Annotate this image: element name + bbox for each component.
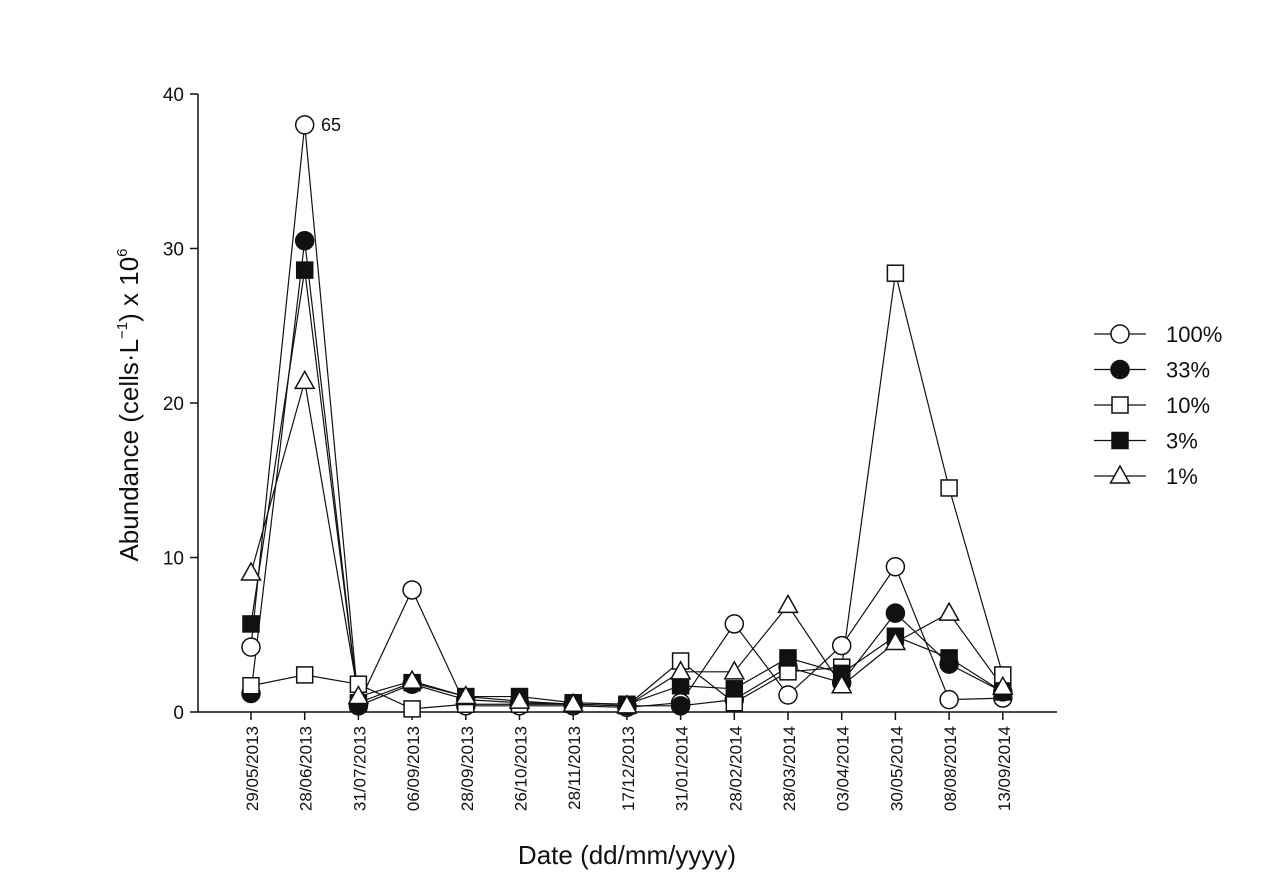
data-point <box>831 635 852 656</box>
series-line <box>250 381 1004 707</box>
legend-marker <box>1109 464 1131 484</box>
data-point <box>294 115 315 135</box>
legend-marker <box>1110 359 1130 380</box>
data-point <box>938 601 960 621</box>
y-tick-label: 10 <box>163 549 184 570</box>
data-point <box>779 649 797 667</box>
y-axis-label-mid: ) x 10 <box>114 257 144 322</box>
data-point <box>725 680 744 698</box>
legend-item: 33% <box>1094 358 1210 383</box>
data-point <box>940 479 958 497</box>
x-tick-label: 31/01/2014 <box>673 726 692 811</box>
data-point <box>992 675 1014 696</box>
series-markers-0 <box>241 115 1013 718</box>
data-point <box>295 261 314 279</box>
x-tick-label: 08/08/2014 <box>941 726 960 811</box>
data-point <box>241 637 261 657</box>
annotation-65: 65 <box>321 115 341 135</box>
data-point <box>724 614 745 634</box>
data-point <box>884 630 907 651</box>
y-tick-label: 30 <box>163 240 184 261</box>
legend-marker <box>1110 324 1130 344</box>
legend-item: 100% <box>1094 322 1222 347</box>
y-axis-label-exp2: 6 <box>114 248 131 256</box>
data-point <box>777 593 799 614</box>
series-markers-2 <box>242 264 1012 718</box>
data-point <box>939 689 959 710</box>
legend-label: 10% <box>1166 393 1210 418</box>
data-point <box>671 676 690 695</box>
data-point <box>669 660 692 680</box>
legend-label: 100% <box>1166 322 1222 347</box>
data-point <box>295 666 314 684</box>
data-point <box>240 561 262 581</box>
data-point <box>562 692 584 713</box>
data-point <box>402 580 422 600</box>
series-markers-4 <box>240 369 1014 714</box>
data-point <box>885 603 906 623</box>
y-axis-label-exp1: −1 <box>114 322 131 339</box>
x-tick-label: 03/04/2014 <box>834 726 853 811</box>
legend: 100% 33% 10% 3% 1% <box>1094 322 1222 489</box>
data-point <box>401 669 423 689</box>
legend-label: 33% <box>1166 358 1210 383</box>
data-point <box>403 700 421 718</box>
data-point <box>508 689 531 709</box>
data-point <box>885 557 906 577</box>
x-tick-label: 26/10/2013 <box>512 726 531 811</box>
y-axis-label: Abundance (cells·L−1) x 106 <box>114 248 144 561</box>
data-point <box>242 676 260 695</box>
axes: 0 10 20 30 40 29/05/2013 28/06/2013 31/07/2013 0… <box>163 85 1057 811</box>
data-point <box>830 674 853 694</box>
data-point <box>242 615 260 633</box>
x-axis-label: Date (dd/mm/yyyy) <box>518 840 736 870</box>
series-4 <box>250 381 1004 707</box>
legend-item: 1% <box>1094 464 1198 489</box>
series-layer <box>240 115 1014 718</box>
x-tick-label: 13/09/2014 <box>995 726 1014 811</box>
data-point <box>886 264 905 282</box>
legend-item: 3% <box>1094 429 1198 454</box>
y-axis-label-main: Abundance (cells·L <box>114 339 144 562</box>
x-tick-label: 30/05/2014 <box>887 726 906 811</box>
data-point <box>616 694 638 714</box>
x-tick-label: 17/12/2013 <box>619 726 638 811</box>
y-tick-label: 40 <box>163 85 184 106</box>
data-point <box>294 231 315 251</box>
data-point <box>778 685 798 705</box>
x-tick-label: 31/07/2013 <box>350 726 369 811</box>
data-point <box>940 649 958 667</box>
data-point <box>293 369 316 390</box>
x-tick-label: 28/11/2013 <box>565 726 584 810</box>
x-tick-label: 28/09/2013 <box>458 726 477 811</box>
x-tick-label: 06/09/2013 <box>404 726 423 811</box>
legend-label: 1% <box>1166 464 1198 489</box>
data-point <box>670 696 691 716</box>
x-tick-label: 29/05/2013 <box>243 726 262 811</box>
x-tick-label: 28/03/2014 <box>780 726 799 811</box>
legend-marker <box>1111 396 1129 414</box>
legend-item: 10% <box>1094 393 1210 418</box>
legend-marker <box>1111 431 1129 450</box>
data-point <box>455 685 477 705</box>
y-tick-label: 20 <box>163 394 184 415</box>
data-point <box>347 685 370 705</box>
y-tick-label: 0 <box>173 703 184 724</box>
x-tick-label: 28/06/2013 <box>297 726 316 811</box>
x-tick-label: 28/02/2014 <box>726 726 745 811</box>
data-point <box>723 660 746 680</box>
legend-label: 3% <box>1166 429 1198 454</box>
